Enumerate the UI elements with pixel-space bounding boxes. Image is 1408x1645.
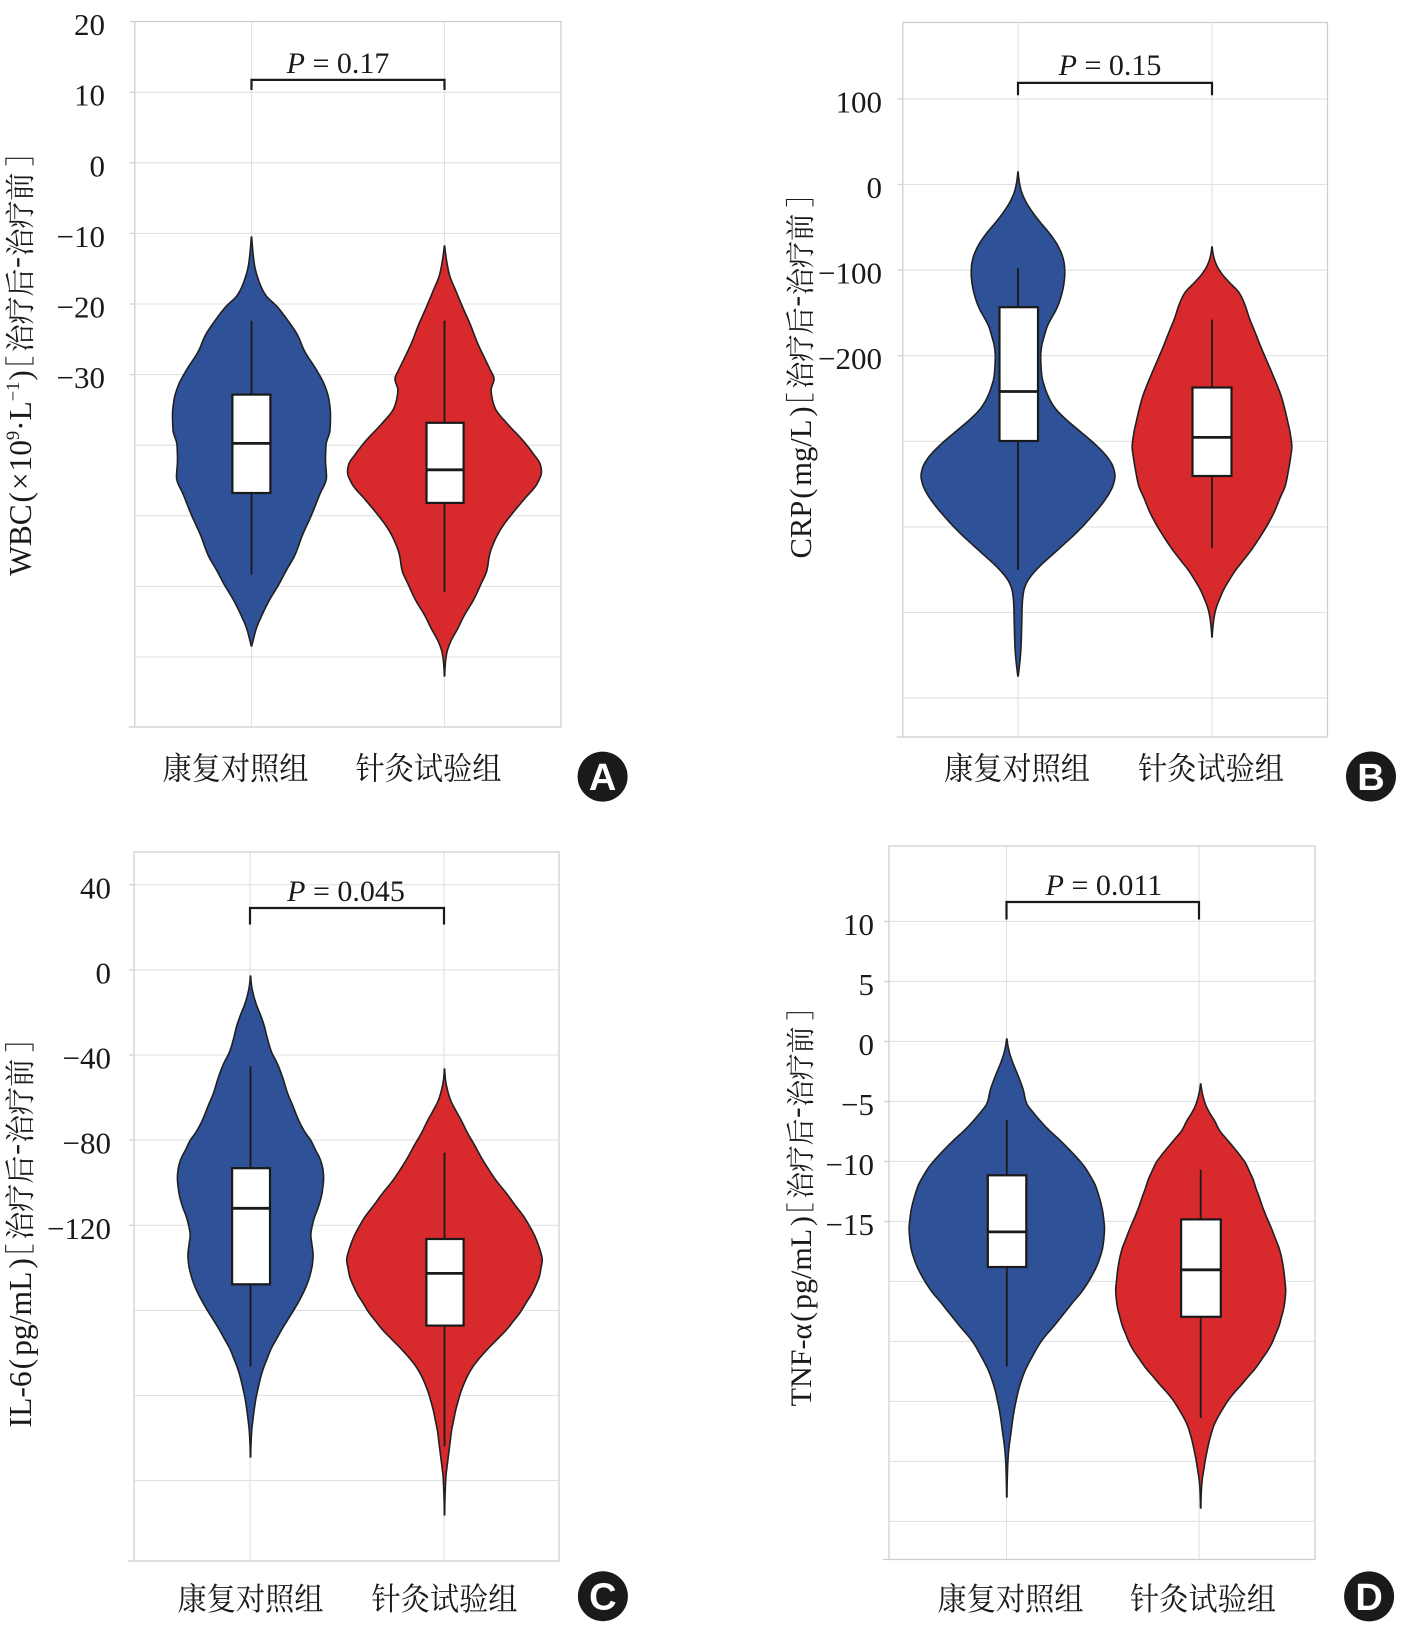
svg-text:(: ( <box>3 1359 38 1370</box>
svg-text:P = 0.17: P = 0.17 <box>286 47 390 80</box>
svg-text:): ) <box>3 1258 38 1269</box>
svg-text:−1: −1 <box>3 382 24 402</box>
svg-text:−80: −80 <box>63 1126 111 1161</box>
svg-text:D: D <box>1355 1577 1382 1619</box>
svg-text:CRP: CRP <box>784 501 818 559</box>
svg-text:P = 0.011: P = 0.011 <box>1045 869 1163 902</box>
svg-text:P = 0.15: P = 0.15 <box>1058 49 1162 82</box>
svg-text:100: 100 <box>836 84 883 119</box>
svg-text:B: B <box>1357 757 1384 799</box>
svg-text:(: ( <box>3 492 38 502</box>
svg-text:−40: −40 <box>63 1041 111 1076</box>
svg-text:−100: −100 <box>818 256 882 291</box>
svg-text:pg/mL: pg/mL <box>784 1229 818 1309</box>
svg-text:10: 10 <box>843 907 874 942</box>
svg-text:−200: −200 <box>818 341 882 376</box>
svg-text:9: 9 <box>3 431 24 440</box>
svg-text:): ) <box>784 406 818 416</box>
svg-text:10: 10 <box>74 78 105 113</box>
svg-text:C: C <box>589 1577 616 1619</box>
svg-text:−10: −10 <box>826 1147 874 1182</box>
svg-text:P = 0.045: P = 0.045 <box>286 875 405 908</box>
svg-text:−30: −30 <box>57 360 105 395</box>
svg-text:0: 0 <box>96 955 112 990</box>
svg-text:pg/mL: pg/mL <box>3 1272 38 1356</box>
svg-text:TNF-α: TNF-α <box>784 1323 818 1406</box>
svg-text:A: A <box>589 757 616 799</box>
svg-text:IL-6: IL-6 <box>3 1371 38 1427</box>
svg-text:·L: ·L <box>3 401 38 431</box>
svg-text:−10: −10 <box>57 219 105 254</box>
svg-text:5: 5 <box>859 967 875 1002</box>
svg-text:−120: −120 <box>47 1211 111 1246</box>
svg-text:−20: −20 <box>57 290 105 325</box>
svg-text:(: ( <box>784 1312 818 1322</box>
svg-text:WBC: WBC <box>3 504 38 575</box>
svg-text:−5: −5 <box>841 1087 874 1122</box>
svg-text:): ) <box>784 1216 818 1226</box>
svg-text:20: 20 <box>74 7 105 42</box>
svg-text:0: 0 <box>867 170 883 205</box>
svg-text:40: 40 <box>80 870 111 905</box>
svg-text:×: × <box>3 472 38 490</box>
svg-text:(: ( <box>784 489 818 499</box>
svg-text:−15: −15 <box>826 1207 874 1242</box>
svg-text:): ) <box>3 370 38 380</box>
svg-text:0: 0 <box>859 1027 875 1062</box>
svg-text:0: 0 <box>90 148 106 183</box>
svg-text:mg/L: mg/L <box>784 419 818 485</box>
svg-text:10: 10 <box>3 440 38 471</box>
